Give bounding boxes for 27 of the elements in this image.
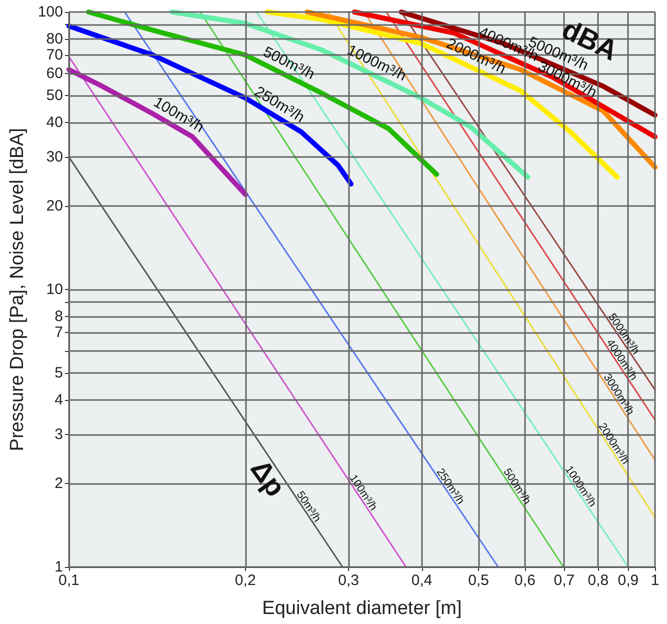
y-tick-label: 20 (46, 197, 63, 214)
y-tick-label: 30 (46, 148, 63, 166)
y-tick-label: 80 (46, 30, 63, 48)
y-tick-label: 3 (54, 426, 63, 444)
x-tick-label: 0,4 (411, 572, 432, 589)
y-tick-label: 50 (46, 87, 63, 104)
y-tick-label: 5 (54, 364, 63, 382)
y-tick-label: 2 (54, 474, 63, 492)
annotation: Δp (244, 454, 292, 502)
y-tick-label: 7 (54, 324, 63, 341)
x-tick-label: 0,5 (468, 572, 490, 589)
x-axis-title: Equivalent diameter [m] (262, 598, 462, 619)
x-tick-label: 0,6 (514, 572, 536, 589)
x-tick-label: 0,7 (554, 572, 575, 589)
y-tick-label: 4 (54, 391, 63, 408)
x-tick-label: 0,3 (338, 572, 359, 589)
y-tick-label: 60 (46, 65, 63, 82)
y-axis-title: Pressure Drop [Pa], Noise Level [dBA] (7, 128, 28, 452)
y-tick-label: 8 (54, 308, 63, 325)
y-tick-label: 70 (46, 46, 63, 64)
y-tick-label: 10 (46, 281, 63, 298)
x-tick-label: 1 (650, 572, 660, 589)
y-tick-label: 100 (38, 4, 63, 20)
y-tick-label: 40 (46, 114, 63, 131)
x-tick-label: 0,8 (588, 572, 609, 589)
x-tick-label: 0,2 (234, 572, 256, 589)
x-tick-label: 0,9 (618, 572, 639, 589)
